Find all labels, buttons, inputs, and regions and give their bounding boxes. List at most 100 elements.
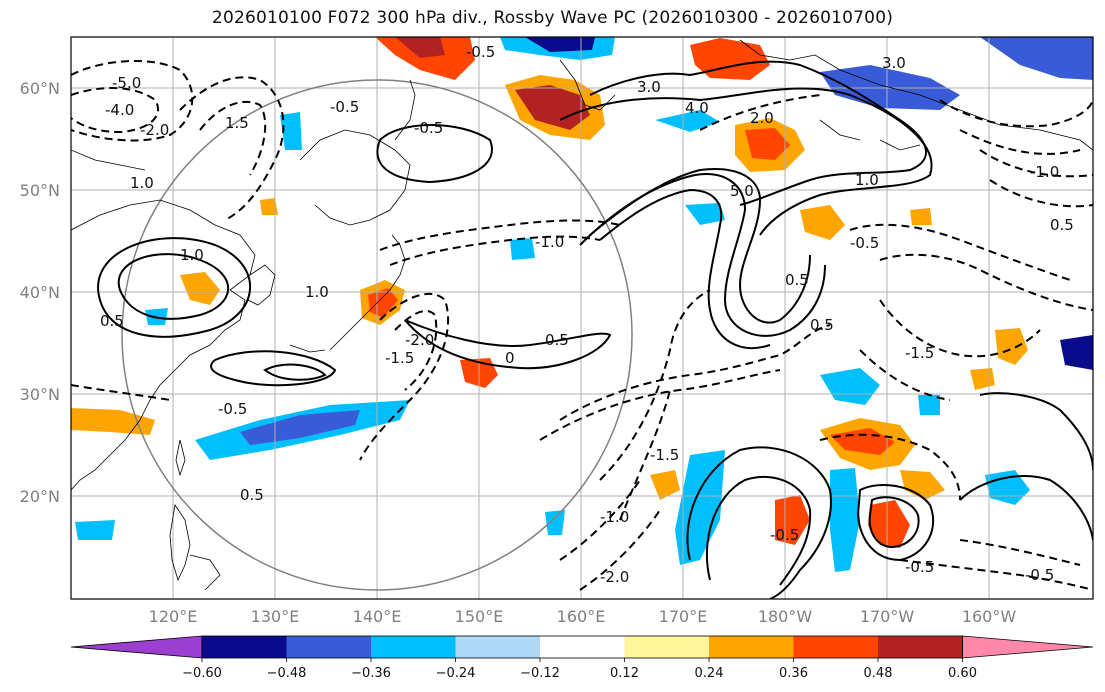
- colorbar-segment: [793, 636, 878, 658]
- colorbar-tick-label: −0.24: [436, 666, 476, 681]
- positive-divergence-area: [800, 205, 845, 240]
- positive-divergence-area: [515, 85, 590, 130]
- contour-label: 0.5: [240, 486, 264, 504]
- negative-divergence-area: [525, 37, 595, 52]
- region-circle: [121, 79, 633, 591]
- map-frame: [70, 36, 1094, 600]
- negative-divergence-area: [145, 308, 168, 325]
- colorbar-tick-label: −0.48: [267, 666, 307, 681]
- colorbar-tick-label: 0.24: [695, 666, 724, 681]
- contour-label: -1.0: [535, 233, 564, 251]
- contour-label: 3.0: [882, 54, 906, 72]
- contour-label: -0.5: [466, 43, 495, 61]
- contour-label: 0.5: [545, 331, 569, 349]
- contour-label: -2.0: [600, 568, 629, 586]
- contour-label: -4.0: [105, 101, 134, 119]
- negative-divergence-area: [510, 238, 535, 260]
- contour-label: 3.0: [637, 78, 661, 96]
- colorbar-tick-label: 0.36: [779, 666, 808, 681]
- contour-label: -0.5: [770, 526, 799, 544]
- negative-divergence-area: [545, 510, 565, 535]
- contour-label: 5.0: [730, 182, 754, 200]
- contour-label: -0.5: [330, 98, 359, 116]
- contour-label: -1.5: [905, 344, 934, 362]
- contour-label: -0.5: [850, 234, 879, 252]
- lon-label: 140°E: [353, 607, 402, 626]
- latitude-axis: 60°N 50°N 40°N 30°N 20°N: [20, 79, 60, 506]
- contour-label: 1.0: [180, 246, 204, 264]
- negative-divergence-area: [75, 520, 115, 540]
- colorbar: −0.60 −0.48 −0.36 −0.24 −0.12 0.12 0.24 …: [70, 635, 1094, 681]
- negative-divergence-area: [918, 395, 940, 415]
- positive-divergence-area: [910, 208, 932, 225]
- contour-label: 1.0: [855, 171, 879, 189]
- contour-label: -1.5: [650, 446, 679, 464]
- positive-divergence-area: [745, 128, 790, 160]
- positive-divergence-area: [775, 495, 810, 545]
- negative-divergence-area: [1060, 335, 1093, 370]
- colorbar-tick-label: 0.48: [864, 666, 893, 681]
- lon-label: 150°E: [455, 607, 504, 626]
- lon-label: 130°E: [251, 607, 300, 626]
- colorbar-tick-label: 0.60: [948, 666, 977, 681]
- positive-divergence-area: [395, 37, 445, 58]
- contour-label: -1.5: [385, 349, 414, 367]
- colorbar-segment: [878, 636, 963, 658]
- contour-label-group: -0.5 -0.5 -0.5 -0.5 -0.5 -0.5 -0.5 -0.5 …: [100, 43, 1074, 586]
- negative-divergence-area: [280, 112, 302, 150]
- figure-title: 2026010100 F072 300 hPa div., Rossby Wav…: [211, 8, 894, 28]
- lon-label: 160°W: [962, 607, 1017, 626]
- negative-divergence-area: [685, 203, 725, 225]
- contour-label: -5.0: [112, 74, 141, 92]
- positive-divergence-area: [690, 38, 770, 80]
- positive-contours: [97, 60, 1093, 599]
- contour-label: -0.5: [1025, 566, 1054, 584]
- positive-divergence-area: [180, 272, 220, 305]
- colorbar-high-extend: [962, 635, 1094, 659]
- lat-label: 30°N: [20, 385, 60, 404]
- lat-label: 60°N: [20, 79, 60, 98]
- contour-label: 0.5: [100, 312, 124, 330]
- contour-label: 1.0: [305, 283, 329, 301]
- negative-contours: [71, 60, 1093, 591]
- positive-divergence-area: [260, 198, 278, 215]
- colorbar-segment: [286, 636, 371, 658]
- contour-label: -2.0: [405, 331, 434, 349]
- lon-label: 120°E: [149, 607, 198, 626]
- positive-divergence-area: [995, 328, 1028, 365]
- colorbar-segment: [455, 636, 540, 658]
- contour-label: 0.5: [810, 316, 834, 334]
- coastlines: [71, 39, 1093, 591]
- contour-label: 0.5: [785, 271, 809, 289]
- colorbar-segment: [540, 636, 625, 658]
- contour-label: 4.0: [685, 99, 709, 117]
- lon-label: 170°E: [659, 607, 708, 626]
- colorbar-tick-label: −0.60: [182, 666, 222, 681]
- contour-label: -0.5: [218, 400, 247, 418]
- positive-divergence-area: [650, 470, 680, 500]
- colorbar-frame: [201, 635, 963, 659]
- lon-label: 160°E: [557, 607, 606, 626]
- graticule: [71, 37, 1093, 599]
- positive-divergence-area: [375, 37, 475, 80]
- negative-divergence-area: [820, 368, 880, 405]
- longitude-axis: 120°E 130°E 140°E 150°E 160°E 170°E 180°…: [149, 607, 1017, 626]
- colorbar-segment: [624, 636, 709, 658]
- lon-label: 170°W: [860, 607, 915, 626]
- contour-label: 1.0: [130, 174, 154, 192]
- contour-label: 0.5: [1050, 216, 1074, 234]
- positive-divergence-area: [900, 470, 945, 500]
- divergence-shading: [71, 37, 1093, 572]
- negative-divergence-area: [240, 410, 360, 445]
- lat-label: 20°N: [20, 487, 60, 506]
- contour-label: 2.0: [750, 109, 774, 127]
- map-content: -0.5 -0.5 -0.5 -0.5 -0.5 -0.5 -0.5 -0.5 …: [71, 37, 1093, 599]
- contour-label: 0: [505, 349, 515, 367]
- contour-label: -1.0: [600, 508, 629, 526]
- negative-divergence-area: [980, 37, 1093, 80]
- contour-label: -1.0: [1030, 163, 1059, 181]
- positive-divergence-area: [368, 288, 398, 318]
- lon-label: 180°W: [758, 607, 813, 626]
- contour-label: -0.5: [905, 558, 934, 576]
